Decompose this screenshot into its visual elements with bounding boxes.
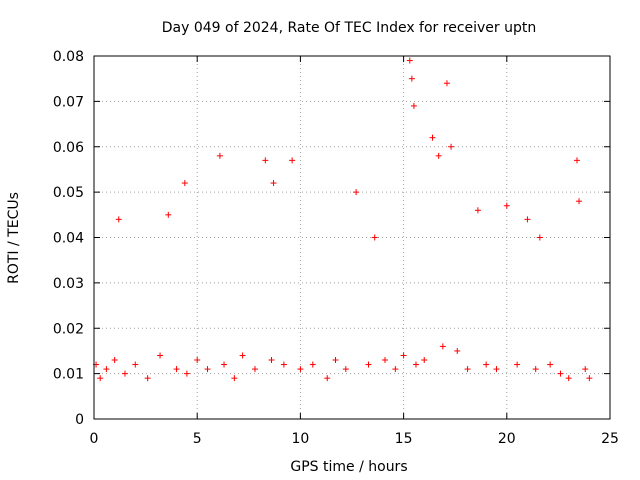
data-point [536,234,543,241]
data-point [408,75,415,82]
x-axis-label: GPS time / hours [290,459,407,475]
data-point [412,361,419,368]
data-point [157,352,164,359]
data-point [573,157,580,164]
data-point [239,352,246,359]
data-point [524,216,531,223]
data-point [332,357,339,364]
data-point [582,366,589,373]
data-point [115,216,122,223]
data-point [565,375,572,382]
y-tick-label: 0 [75,412,84,428]
data-point [297,366,304,373]
data-point [268,357,275,364]
data-point [97,375,104,382]
data-point [443,80,450,87]
data-point [532,366,539,373]
data-point [448,143,455,150]
data-point [309,361,316,368]
y-tick-labels: 0 0.01 0.02 0.03 0.04 0.05 0.06 0.07 0.08 [53,49,84,428]
data-point [165,211,172,218]
data-point [111,357,118,364]
data-point [410,102,417,109]
data-point [392,366,399,373]
data-point [204,366,211,373]
data-point [435,152,442,159]
data-point [371,234,378,241]
data-point [324,375,331,382]
y-tick-label: 0.07 [53,94,84,110]
data-point [464,366,471,373]
data-point [194,357,201,364]
data-point [365,361,372,368]
data-point [173,366,180,373]
data-point [262,157,269,164]
data-point [400,352,407,359]
y-tick-label: 0.03 [53,276,84,292]
y-tick-label: 0.08 [53,49,84,65]
y-tick-label: 0.05 [53,185,84,201]
data-point [547,361,554,368]
data-point [353,189,360,196]
data-point [503,202,510,209]
x-tick-label: 15 [395,431,413,447]
y-tick-label: 0.02 [53,321,84,337]
data-point [576,198,583,205]
grid-lines [94,56,610,419]
data-point [280,361,287,368]
x-tick-labels: 0 5 10 15 20 25 [90,431,619,447]
data-point [221,361,228,368]
data-points [93,57,593,382]
y-axis-label: ROTI / TECUs [6,192,22,284]
data-point [132,361,139,368]
data-point [289,157,296,164]
plot-frame [93,55,611,420]
axis-ticks [93,55,611,420]
data-point [270,180,277,187]
x-tick-label: 5 [193,431,202,447]
data-point [121,370,128,377]
data-point [474,207,481,214]
data-point [454,347,461,354]
data-point [181,180,188,187]
data-point [231,375,238,382]
x-tick-label: 10 [291,431,309,447]
data-point [216,152,223,159]
data-point [557,370,564,377]
data-point [493,366,500,373]
data-point [586,375,593,382]
data-point [103,366,110,373]
data-point [406,57,413,64]
x-tick-label: 20 [498,431,516,447]
data-point [429,134,436,141]
x-tick-label: 25 [601,431,619,447]
data-point [382,357,389,364]
chart-title: Day 049 of 2024, Rate Of TEC Index for r… [162,20,537,36]
data-point [342,366,349,373]
data-point [421,357,428,364]
data-point [439,343,446,350]
y-tick-label: 0.06 [53,140,84,156]
data-point [514,361,521,368]
y-tick-label: 0.04 [53,231,84,247]
data-point [144,375,151,382]
y-tick-label: 0.01 [53,367,84,383]
data-point [251,366,258,373]
data-point [483,361,490,368]
data-point [183,370,190,377]
x-tick-label: 0 [90,431,99,447]
